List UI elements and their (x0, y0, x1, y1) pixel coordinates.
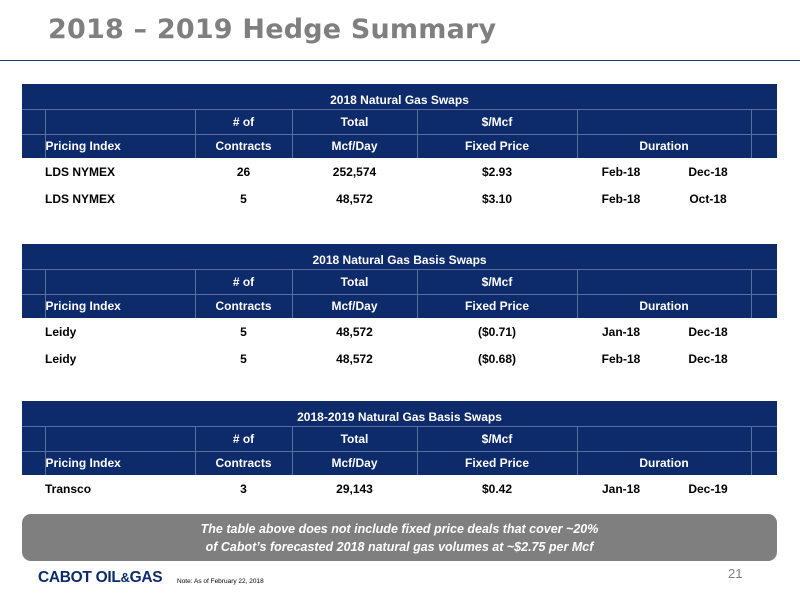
fixed-price-cell: $2.93 (481, 164, 513, 179)
footnote: Note: As of February 22, 2018 (177, 578, 264, 585)
company-logo: CABOT OIL&GAS (38, 569, 163, 587)
page-title: 2018 – 2019 Hedge Summary (48, 14, 497, 45)
contracts-cell: 5 (240, 351, 247, 366)
header-fixed-price: Fixed Price (416, 450, 577, 475)
table-row: Leidy 5 48,572 ($0.68) Feb-18 Dec-18 (22, 345, 777, 372)
duration-start-cell: Feb-18 (601, 351, 641, 366)
table-title: 2018 Natural Gas Swaps (22, 84, 777, 109)
mcf-day-cell: 29,143 (336, 481, 373, 496)
contracts-cell: 5 (240, 324, 247, 339)
header-contracts: Contracts (194, 293, 292, 318)
mcf-day-cell: 48,572 (336, 351, 373, 366)
header-fixed-price: Fixed Price (416, 293, 577, 318)
natural-gas-swaps-table: 2018 Natural Gas Swaps # of Total $/Mcf … (22, 84, 777, 212)
header-total: Total (291, 108, 417, 134)
header-duration: Duration (576, 133, 751, 158)
duration-start-cell: Feb-18 (601, 191, 641, 206)
pricing-index-cell: Leidy (45, 351, 77, 366)
header-per-mcf: $/Mcf (416, 425, 577, 451)
duration-start-cell: Jan-18 (601, 324, 641, 339)
header-duration: Duration (576, 450, 751, 475)
pricing-index-cell: LDS NYMEX (45, 191, 116, 206)
duration-start-cell: Jan-18 (601, 481, 641, 496)
duration-start-cell: Feb-18 (601, 164, 641, 179)
pricing-index-cell: Leidy (45, 324, 77, 339)
title-divider (0, 60, 800, 61)
table-row: Leidy 5 48,572 ($0.71) Jan-18 Dec-18 (22, 318, 777, 345)
contracts-cell: 5 (240, 191, 247, 206)
header-pricing-index: Pricing Index (44, 293, 195, 318)
fixed-price-cell: $0.42 (481, 481, 513, 496)
header-per-mcf: $/Mcf (416, 108, 577, 134)
fixed-price-cell: ($0.71) (477, 324, 517, 339)
note-line-2: of Cabot’s forecasted 2018 natural gas v… (205, 540, 594, 554)
contracts-cell: 3 (240, 481, 247, 496)
header-duration: Duration (576, 293, 751, 318)
natural-gas-basis-swaps-2018-2019-table: 2018-2019 Natural Gas Basis Swaps # of T… (22, 401, 778, 502)
mcf-day-cell: 252,574 (332, 164, 377, 179)
logo-text-end: GAS (129, 569, 163, 586)
header-contracts: Contracts (194, 450, 292, 475)
duration-end-cell: Dec-18 (688, 164, 728, 179)
header-fixed-price: Fixed Price (416, 133, 577, 158)
pricing-index-cell: Transco (45, 481, 92, 496)
mcf-day-cell: 48,572 (336, 324, 373, 339)
header-per-mcf: $/Mcf (416, 268, 577, 294)
duration-end-cell: Dec-19 (688, 481, 728, 496)
header-total: Total (291, 268, 417, 294)
table-row: LDS NYMEX 26 252,574 $2.93 Feb-18 Dec-18 (22, 158, 777, 185)
logo-ampersand: & (120, 570, 130, 585)
mcf-day-cell: 48,572 (336, 191, 373, 206)
contracts-cell: 26 (236, 164, 251, 179)
natural-gas-basis-swaps-table: 2018 Natural Gas Basis Swaps # of Total … (22, 244, 778, 372)
header-pricing-index: Pricing Index (44, 450, 195, 475)
header-mcf-day: Mcf/Day (291, 450, 417, 475)
logo-text-main: CABOT OIL (38, 569, 121, 586)
header-mcf-day: Mcf/Day (291, 133, 417, 158)
disclaimer-note: The table above does not include fixed p… (22, 514, 777, 561)
header-mcf-day: Mcf/Day (291, 293, 417, 318)
table-title: 2018 Natural Gas Basis Swaps (22, 244, 778, 269)
fixed-price-cell: ($0.68) (477, 351, 517, 366)
header-contracts: Contracts (194, 133, 292, 158)
note-line-1: The table above does not include fixed p… (200, 522, 599, 536)
header-num-of: # of (194, 425, 292, 451)
duration-end-cell: Oct-18 (689, 191, 727, 206)
header-pricing-index: Pricing Index (44, 133, 195, 158)
fixed-price-cell: $3.10 (481, 191, 513, 206)
table-title: 2018-2019 Natural Gas Basis Swaps (22, 401, 778, 426)
duration-end-cell: Dec-18 (688, 351, 728, 366)
header-num-of: # of (194, 108, 292, 134)
duration-end-cell: Dec-18 (688, 324, 728, 339)
pricing-index-cell: LDS NYMEX (45, 164, 116, 179)
header-num-of: # of (194, 268, 292, 294)
table-row: Transco 3 29,143 $0.42 Jan-18 Dec-19 (22, 475, 777, 502)
table-row: LDS NYMEX 5 48,572 $3.10 Feb-18 Oct-18 (22, 185, 777, 212)
header-total: Total (291, 425, 417, 451)
page-number: 21 (728, 566, 743, 581)
